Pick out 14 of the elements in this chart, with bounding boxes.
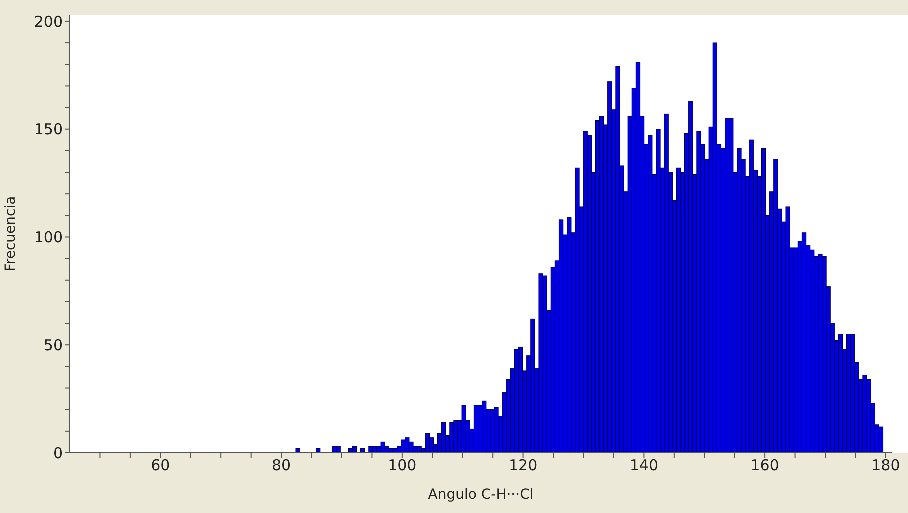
y-tick-label: 100	[34, 228, 63, 247]
x-tick-label: 100	[388, 456, 417, 475]
x-axis-title: Angulo C-H···Cl	[428, 487, 534, 503]
y-tick-label: 0	[53, 444, 63, 462]
x-tick-label: 140	[630, 456, 659, 475]
y-tick-label: 50	[44, 336, 63, 354]
x-tick-label: 60	[151, 456, 170, 475]
y-tick-label: 200	[34, 12, 63, 31]
x-tick-label: 80	[272, 456, 292, 475]
x-tick-label: 180	[872, 456, 900, 475]
y-tick-label: 150	[34, 120, 63, 139]
x-tick-label: 160	[750, 456, 780, 475]
y-axis-title: Frecuencia	[2, 196, 19, 272]
x-tick-label: 120	[508, 456, 538, 475]
